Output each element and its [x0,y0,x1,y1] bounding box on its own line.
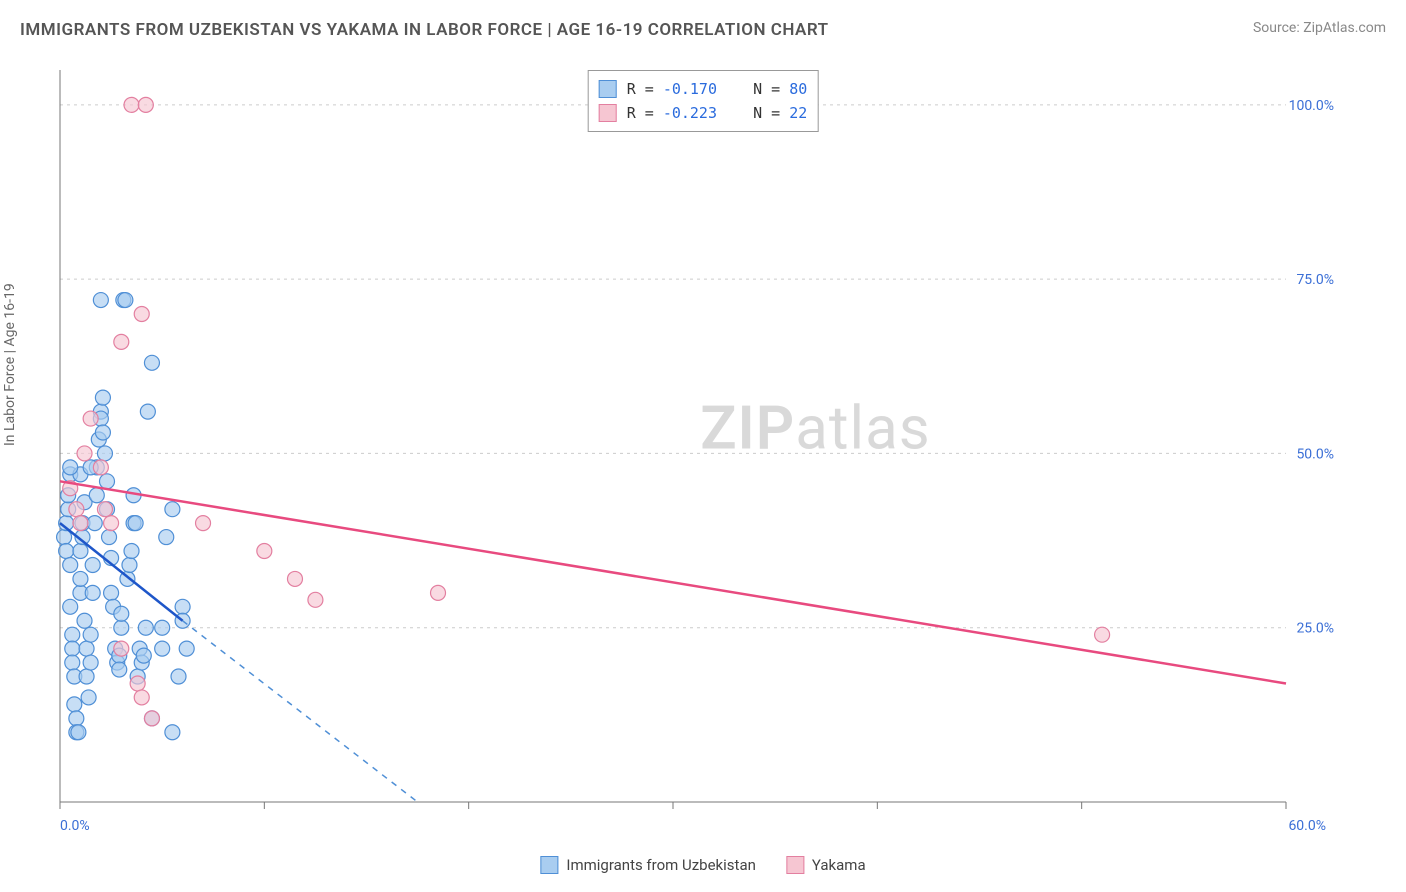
svg-text:75.0%: 75.0% [1296,272,1334,288]
correlation-legend: R = -0.170 N = 80 R = -0.223 N = 22 [588,70,819,132]
corr-row-a: R = -0.170 N = 80 [599,77,808,101]
svg-text:50.0%: 50.0% [1296,446,1334,462]
swatch-series-b [599,104,617,122]
swatch-series-a [599,80,617,98]
legend-item-a: Immigrants from Uzbekistan [540,856,756,874]
svg-text:0.0%: 0.0% [60,818,90,834]
n-label-b: N = [753,104,780,122]
source-attribution: Source: ZipAtlas.com [1253,20,1386,36]
r-label-a: R = [627,80,654,98]
n-value-b: 22 [789,104,807,122]
legend-swatch-b [786,856,804,874]
legend-label-a: Immigrants from Uzbekistan [566,856,756,874]
r-value-a: -0.170 [663,80,717,98]
svg-text:25.0%: 25.0% [1296,621,1334,637]
n-label-a: N = [753,80,780,98]
svg-text:100.0%: 100.0% [1289,98,1334,114]
svg-text:60.0%: 60.0% [1288,818,1326,834]
r-label-b: R = [627,104,654,122]
corr-row-b: R = -0.223 N = 22 [599,101,808,125]
legend-label-b: Yakama [812,856,866,874]
legend-swatch-a [540,856,558,874]
n-value-a: 80 [789,80,807,98]
legend-item-b: Yakama [786,856,866,874]
y-axis-label: In Labor Force | Age 16-19 [2,283,18,446]
chart-plot-area: 25.0% 50.0% 75.0% 100.0% 0.0% 60.0% [50,60,1356,842]
series-legend: Immigrants from Uzbekistan Yakama [540,856,865,874]
r-value-b: -0.223 [663,104,717,122]
chart-title: IMMIGRANTS FROM UZBEKISTAN VS YAKAMA IN … [20,20,829,40]
scatter-chart-svg: 25.0% 50.0% 75.0% 100.0% 0.0% 60.0% [50,60,1356,842]
